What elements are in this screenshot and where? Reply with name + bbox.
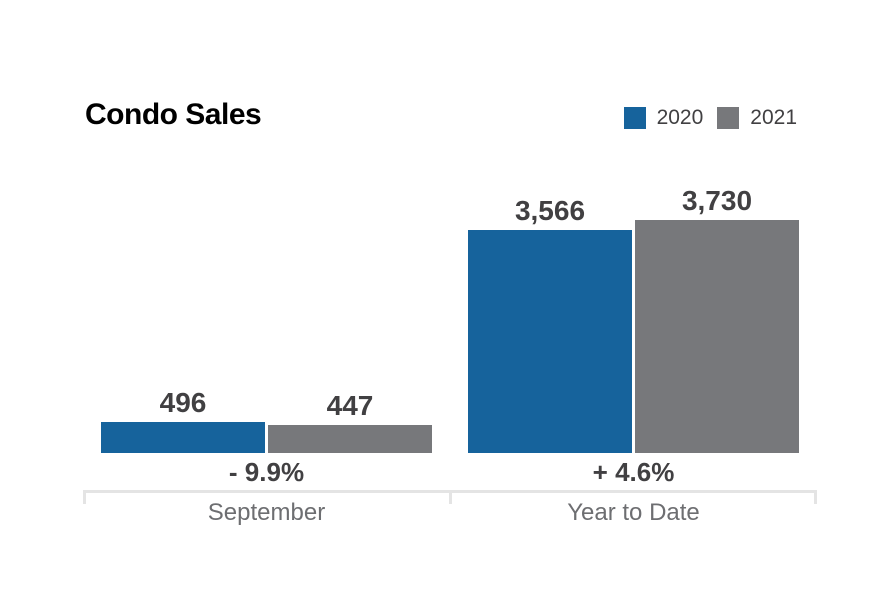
x-axis-bracket [83, 490, 817, 504]
legend-swatch-2020 [623, 107, 646, 129]
bar-2021-year-to-date [635, 220, 799, 453]
category-label: September [207, 499, 326, 526]
plot-area: 496 447 3,566 3,730 [83, 180, 817, 453]
percent-change-row: - 9.9% + 4.6% [83, 457, 817, 488]
bar-wrap: 3,566 [468, 197, 632, 453]
legend-swatch-2021 [717, 107, 740, 129]
bar-2020-september [101, 422, 265, 453]
bar-2021-september [268, 425, 432, 453]
bar-value-label: 3,566 [514, 195, 586, 226]
category-label-row: September Year to Date [83, 499, 817, 527]
axis-tick-left [83, 493, 86, 504]
bar-wrap: 3,730 [635, 187, 799, 453]
bar-2020-year-to-date [468, 230, 632, 453]
bar-wrap: 496 [101, 389, 265, 453]
legend: 2020 2021 [623, 106, 797, 130]
percent-change-label: - 9.9% [228, 457, 305, 487]
bar-wrap: 447 [268, 392, 432, 453]
bar-group: 3,566 3,730 [450, 180, 817, 453]
legend-item-2021: 2021 [717, 106, 797, 130]
axis-tick-middle [449, 493, 452, 504]
bar-group: 496 447 [83, 180, 450, 453]
legend-label-2021: 2021 [750, 106, 797, 129]
bar-value-label: 496 [159, 387, 207, 418]
category-label: Year to Date [567, 499, 700, 526]
chart-title: Condo Sales [85, 98, 262, 131]
bar-value-label: 3,730 [681, 185, 753, 216]
percent-change-label: + 4.6% [592, 457, 675, 487]
legend-item-2020: 2020 [623, 106, 704, 130]
axis-tick-right [814, 493, 817, 504]
legend-label-2020: 2020 [656, 106, 704, 129]
bar-value-label: 447 [326, 390, 374, 421]
